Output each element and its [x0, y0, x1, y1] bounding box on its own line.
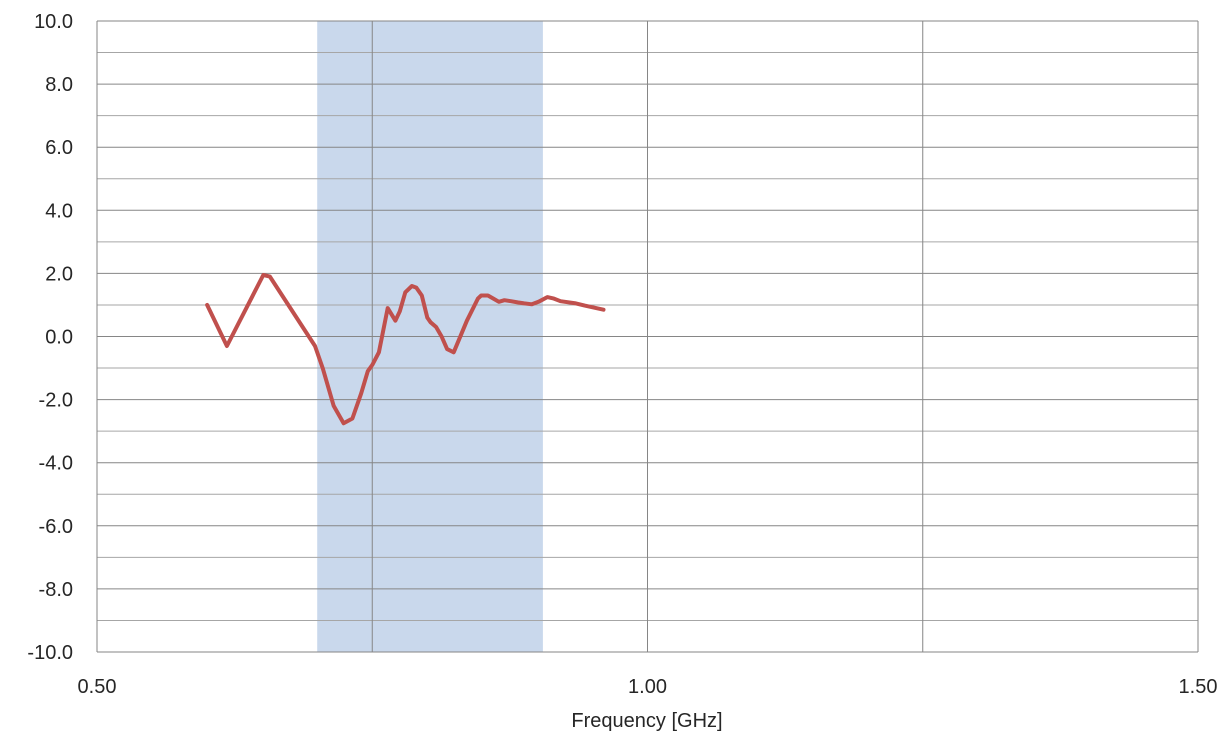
grid-layer	[96, 20, 1199, 653]
x-tick-label: 0.50	[78, 676, 117, 698]
y-tick-label: -6.0	[39, 516, 73, 538]
y-tick-label: 8.0	[45, 74, 73, 96]
y-tick-label: 0.0	[45, 327, 73, 349]
series-line-1	[205, 273, 606, 426]
y-tick-label: -4.0	[39, 453, 73, 475]
x-tick-labels: 0.50 1.00 1.50	[78, 676, 1218, 698]
x-axis-title: Frequency [GHz]	[571, 710, 722, 732]
y-tick-label: 4.0	[45, 200, 73, 222]
y-tick-label: 6.0	[45, 137, 73, 159]
y-tick-label: -10.0	[27, 642, 73, 664]
series-layer	[205, 273, 606, 426]
y-tick-label: -2.0	[39, 390, 73, 412]
y-tick-label: 10.0	[34, 11, 73, 33]
y-tick-labels: -10.0 -8.0 -6.0 -4.0 -2.0 0.0 2.0 4.0 6.0 8.0 10.0	[27, 11, 73, 664]
y-tick-label: 2.0	[45, 263, 73, 285]
x-tick-label: 1.00	[628, 676, 667, 698]
x-tick-label: 1.50	[1179, 676, 1218, 698]
y-tick-label: -8.0	[39, 579, 73, 601]
